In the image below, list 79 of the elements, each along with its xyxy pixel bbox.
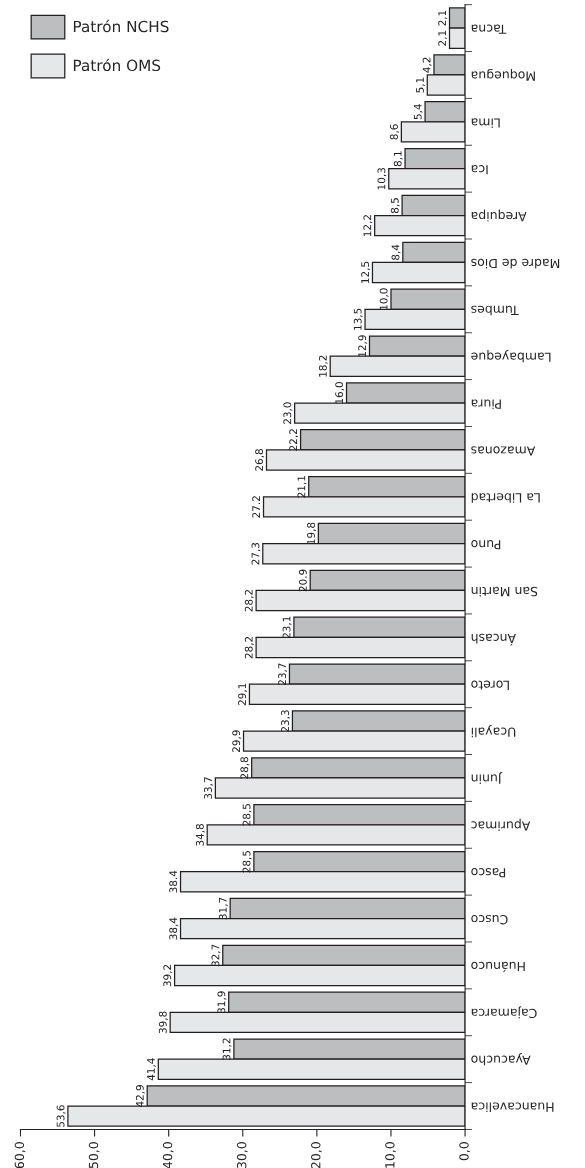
data-label: 29,1 xyxy=(238,683,248,706)
x-tick-label: 0,0 xyxy=(459,1142,470,1161)
y-tick-label: La Libertad xyxy=(471,493,540,503)
data-label: 33,7 xyxy=(204,777,214,799)
data-label: 23,1 xyxy=(282,616,292,639)
y-tick-label: Piura xyxy=(471,399,501,410)
data-label: 19,8 xyxy=(307,522,317,545)
legend-label: Patrón OMS xyxy=(73,58,161,72)
data-label: 8,6 xyxy=(390,124,399,140)
data-label: 41,4 xyxy=(147,1058,156,1081)
data-label: 8,4 xyxy=(391,244,401,260)
data-label: 16,0 xyxy=(335,382,345,404)
data-label: 31,2 xyxy=(222,1038,232,1060)
y-tick-label: Áncash xyxy=(471,633,516,646)
data-label: 29,9 xyxy=(232,730,242,752)
data-label: 53,6 xyxy=(56,1105,66,1127)
data-label: 8,5 xyxy=(390,198,400,214)
legend-label: Patrón NCHS xyxy=(73,19,169,33)
data-label: 22,2 xyxy=(289,429,299,451)
y-tick-label: Junin xyxy=(471,772,503,785)
data-label: 2,1 xyxy=(438,30,448,46)
data-label: 34,8 xyxy=(195,824,205,846)
y-tick-label: Lambayeque xyxy=(471,350,551,363)
data-label: 12,5 xyxy=(361,261,371,283)
data-label: 8,1 xyxy=(393,151,403,167)
data-label: 31,7 xyxy=(218,897,228,920)
x-tick-label: 60,0 xyxy=(14,1142,26,1168)
y-tick-label: Moquegua xyxy=(471,68,535,81)
y-tick-label: Loreto xyxy=(471,680,509,690)
data-label: 28,2 xyxy=(244,590,254,612)
y-tick-label: Madre de Dios xyxy=(471,258,560,269)
y-tick-label: Huánuco xyxy=(471,961,525,972)
x-tick-label: 30,0 xyxy=(236,1142,248,1168)
data-label: 5,1 xyxy=(416,77,425,93)
data-label: 39,8 xyxy=(158,1011,168,1034)
y-tick-label: San Martin xyxy=(471,586,538,597)
data-label: 28,2 xyxy=(244,636,254,659)
y-tick-label: Ica xyxy=(471,165,488,175)
data-label: 10,3 xyxy=(377,168,387,190)
data-label: 26,8 xyxy=(255,449,265,471)
y-tick-label: Huancavelica xyxy=(471,1102,554,1113)
y-tick-label: Arequipa xyxy=(471,209,527,222)
data-label: 13,5 xyxy=(353,308,363,330)
y-tick-label: Pasco xyxy=(471,868,506,878)
y-tick-label: Ayacucho xyxy=(471,1053,531,1066)
data-label: 23,0 xyxy=(283,402,293,424)
y-tick-label: Lima xyxy=(471,118,500,128)
data-label: 12,2 xyxy=(363,215,373,237)
data-label: 5,4 xyxy=(413,104,423,120)
data-label: 28,5 xyxy=(242,804,252,826)
data-label: 38,4 xyxy=(169,917,179,940)
x-tick-label: 20,0 xyxy=(311,1142,322,1168)
data-label: 23,3 xyxy=(281,710,291,732)
data-label: 39,2 xyxy=(163,964,173,987)
data-label: 31,9 xyxy=(217,991,227,1014)
y-tick-label: Puno xyxy=(471,540,501,550)
data-label: 38.4 xyxy=(169,870,178,893)
x-tick-label: 50,0 xyxy=(88,1142,100,1168)
data-label: 2,1 xyxy=(438,10,448,26)
x-tick-label: 10,0 xyxy=(385,1142,396,1168)
y-tick-label: Amazonas xyxy=(471,446,536,456)
data-label: 27.2 xyxy=(252,496,260,518)
data-label: 42,9 xyxy=(135,1085,145,1108)
data-label: 28,8 xyxy=(240,757,250,779)
data-label: 10,0 xyxy=(379,288,389,310)
data-label: 4,2 xyxy=(422,57,432,73)
y-tick-label: Tumbes xyxy=(471,305,519,316)
data-label: 27,3 xyxy=(251,542,261,565)
y-tick-label: Tacna xyxy=(471,24,507,34)
y-tick-label: Cusco xyxy=(471,914,508,925)
y-tick-label: Apurimac xyxy=(471,818,531,831)
data-label: 12,9 xyxy=(358,335,368,357)
data-label: 21,1 xyxy=(297,476,307,498)
data-label: 23,7 xyxy=(278,663,288,685)
data-label: 18,2 xyxy=(318,355,328,377)
y-tick-label: Ucayali xyxy=(471,725,516,738)
data-label: 28,5 xyxy=(242,850,252,873)
y-tick-label: Cajamarca xyxy=(471,1006,537,1019)
x-tick-label: 40,0 xyxy=(162,1142,174,1168)
